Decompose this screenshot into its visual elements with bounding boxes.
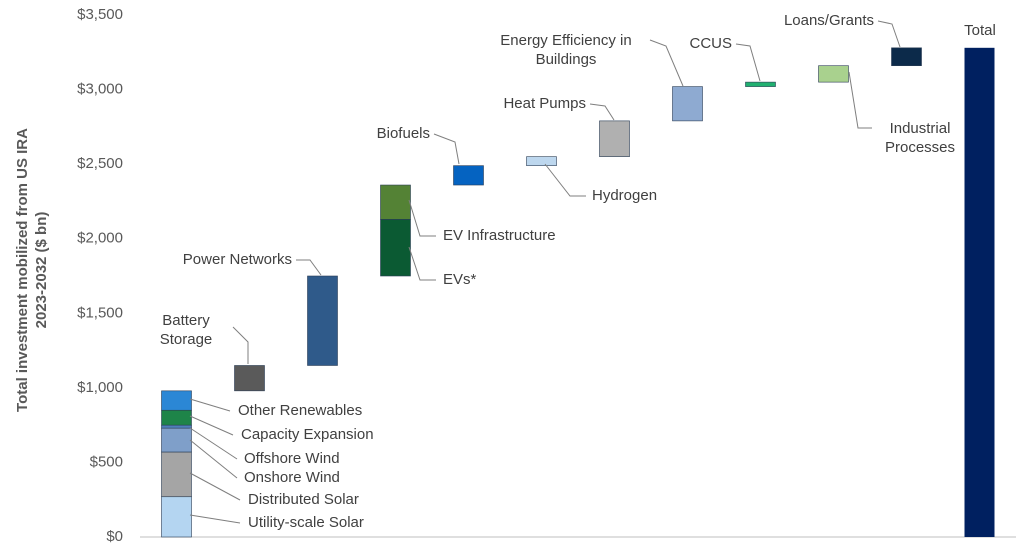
leader-line: [189, 398, 231, 412]
bar-segment: [380, 219, 411, 277]
segment-label: CCUS: [689, 35, 732, 52]
bar-segment: [161, 409, 192, 426]
leader-line: [408, 246, 436, 281]
leader-line: [433, 133, 460, 165]
bar-segment: [599, 120, 630, 157]
bar-segment: [161, 390, 192, 411]
y-tick-label: $1,000: [77, 379, 123, 396]
leader-line: [544, 163, 586, 197]
y-tick-label: $3,000: [77, 81, 123, 98]
segment-label: Offshore Wind: [244, 450, 340, 467]
bar-segment: [380, 184, 411, 220]
segment-label: Industrial Processes: [884, 120, 956, 156]
segment-label: EVs*: [443, 271, 477, 288]
bar-segment: [526, 156, 557, 166]
segment-label: Distributed Solar: [248, 491, 359, 508]
segment-label: Battery Storage: [159, 312, 213, 348]
bar-segment: [307, 275, 338, 366]
segment-label: Onshore Wind: [244, 469, 340, 486]
y-tick-label: $3,500: [77, 6, 123, 23]
y-tick-label: $2,500: [77, 155, 123, 172]
bar-segment: [818, 65, 849, 83]
segment-label: Utility-scale Solar: [248, 514, 364, 531]
leader-line: [877, 20, 901, 48]
segment-label: Hydrogen: [592, 187, 658, 204]
bar-segment: [161, 424, 192, 429]
segment-label: Other Renewables: [238, 402, 363, 419]
bar-segment: [453, 165, 484, 186]
bar-segment: [964, 47, 995, 537]
bar-segment: [672, 86, 703, 122]
y-tick-label: $0: [106, 528, 123, 545]
leader-line: [848, 71, 872, 129]
leader-line: [189, 427, 238, 460]
segment-label: Heat Pumps: [503, 95, 586, 112]
bar-segment: [161, 427, 192, 453]
segment-label: Power Networks: [182, 251, 292, 268]
segment-label: EV Infrastructure: [443, 227, 556, 244]
bar-segment: [161, 496, 192, 538]
bar-segment: [891, 47, 922, 67]
leader-line: [189, 514, 241, 524]
segment-label: Capacity Expansion: [241, 426, 374, 443]
leader-line: [408, 199, 436, 237]
leader-line: [296, 259, 322, 276]
leader-line: [735, 43, 761, 82]
leader-line: [649, 39, 684, 87]
leader-line: [189, 415, 234, 436]
bar-segment: [745, 81, 776, 87]
leader-line: [589, 103, 615, 121]
y-axis-title-line: 2023-2032 ($ bn): [33, 212, 50, 329]
leader-line: [189, 439, 238, 479]
leader-line: [232, 326, 249, 364]
y-axis-title-line: Total investment mobilized from US IRA: [14, 128, 31, 412]
bar-segment: [161, 451, 192, 498]
segment-label: Total: [964, 22, 996, 39]
y-tick-label: $500: [90, 453, 123, 470]
y-tick-label: $1,500: [77, 304, 123, 321]
bar-segment: [234, 365, 265, 392]
segment-label: Loans/Grants: [783, 12, 874, 29]
segment-label: Biofuels: [376, 125, 430, 142]
y-axis-title: Total investment mobilized from US IRA 2…: [14, 128, 50, 412]
y-tick-label: $2,000: [77, 230, 123, 247]
leader-line: [189, 472, 241, 501]
segment-label: Energy Efficiency in Buildings: [500, 32, 632, 68]
